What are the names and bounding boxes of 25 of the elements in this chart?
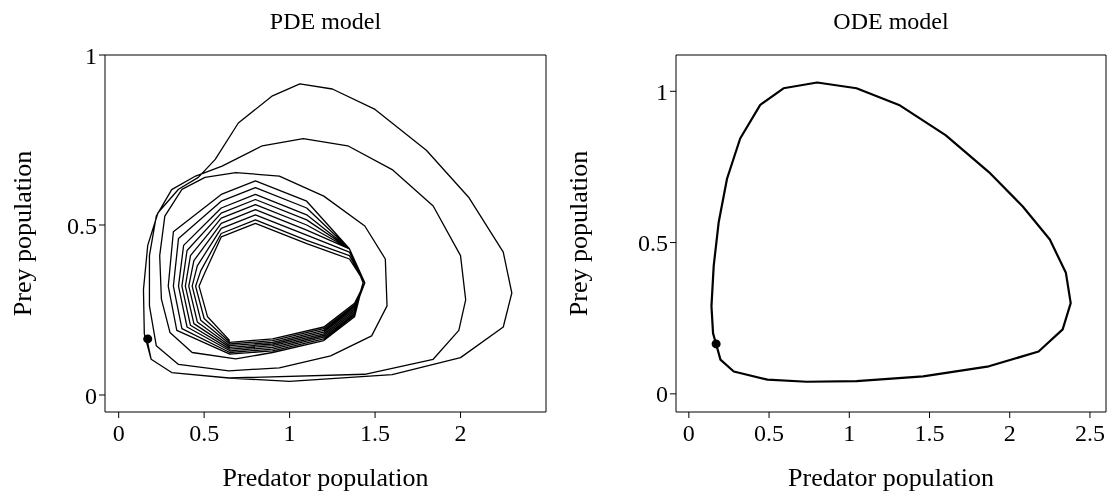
- x-tick-label: 2: [454, 420, 467, 447]
- y-tick-label: 1: [85, 42, 97, 69]
- chart-title: ODE model: [832, 8, 950, 35]
- x-tick-label: 0.5: [754, 420, 785, 447]
- y-tick-label: 0.5: [67, 212, 97, 239]
- y-tick-label: 0: [85, 382, 97, 409]
- y-tick-label: 0.5: [638, 230, 668, 257]
- x-tick-label: 0.5: [189, 420, 220, 447]
- x-axis-title: Predator population: [222, 463, 429, 492]
- x-tick-label: 0: [112, 420, 125, 447]
- chart-title: PDE model: [268, 8, 383, 35]
- x-tick-label: 1: [843, 420, 856, 447]
- x-tick-label: 1: [283, 420, 296, 447]
- line-series: [142, 83, 513, 383]
- y-axis-title: Prey population: [8, 150, 38, 317]
- y-tick-label: 0: [656, 381, 668, 408]
- x-tick-label: 2: [1003, 420, 1016, 447]
- x-tick-label: 1.5: [914, 420, 945, 447]
- x-tick-label: 0: [682, 420, 695, 447]
- x-tick-label: 1.5: [360, 420, 391, 447]
- y-axis-title: Prey population: [564, 150, 594, 317]
- x-tick-label: 2.5: [1074, 420, 1105, 447]
- x-axis-title: Predator population: [788, 463, 994, 492]
- y-tick-label: 1: [656, 78, 668, 105]
- line-series: [710, 81, 1072, 383]
